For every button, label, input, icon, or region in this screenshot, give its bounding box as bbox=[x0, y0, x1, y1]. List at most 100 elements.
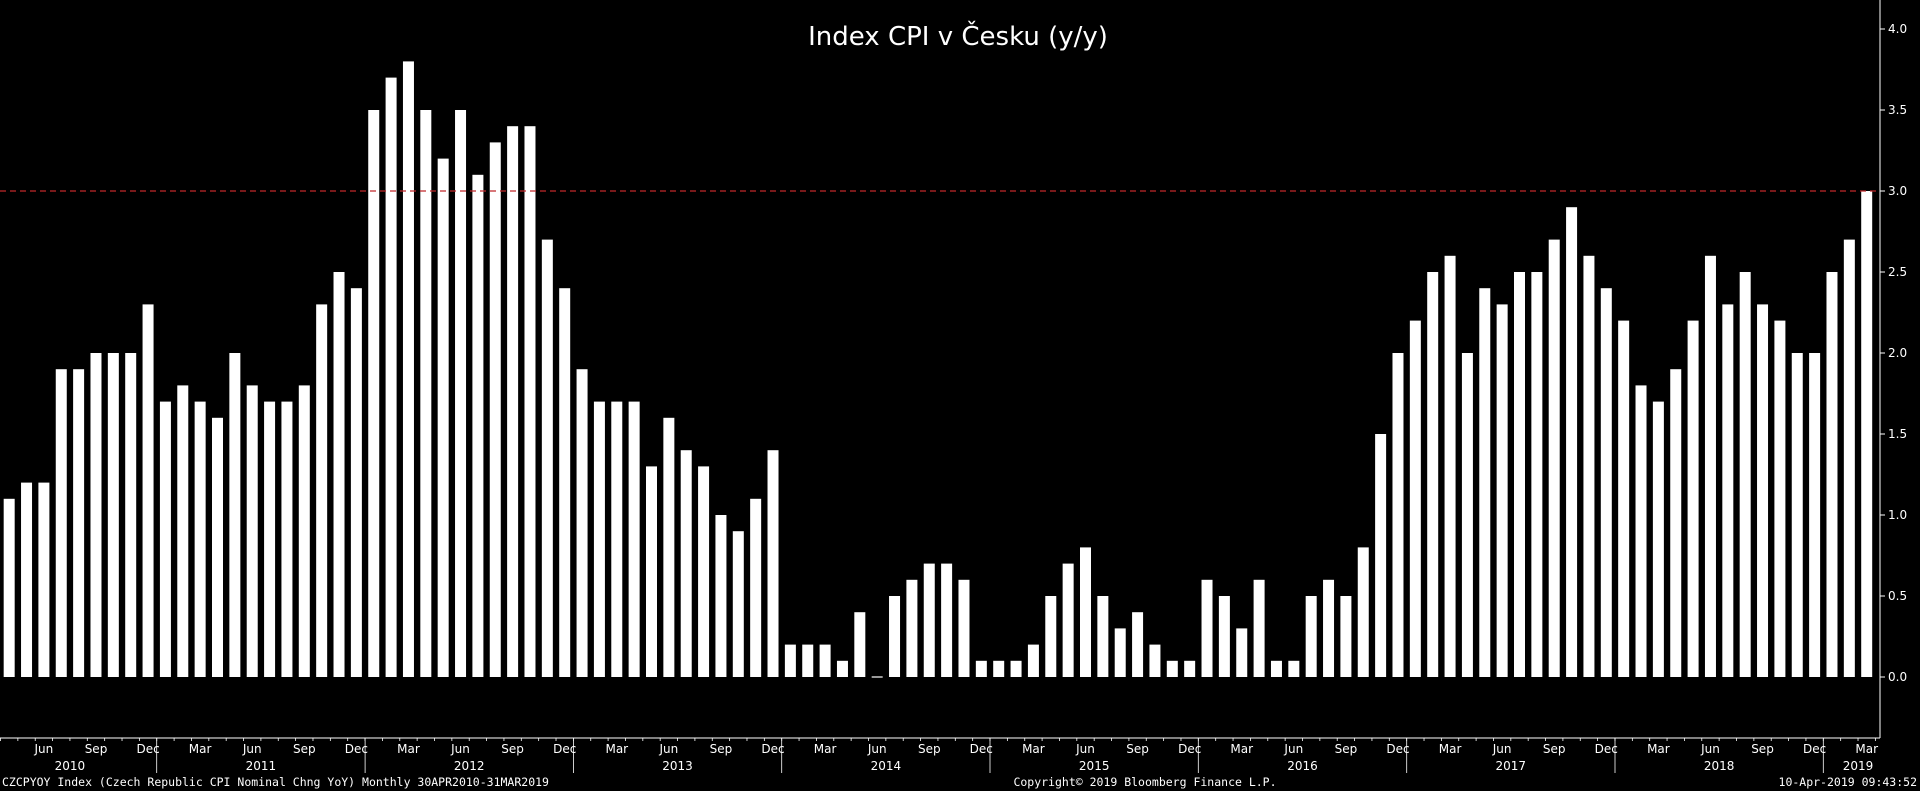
bar bbox=[1201, 579, 1213, 677]
bar bbox=[1062, 563, 1074, 677]
x-month-label: Sep bbox=[1751, 742, 1774, 756]
bar bbox=[750, 498, 762, 677]
footer-series-info: CZCPYOY Index (Czech Republic CPI Nomina… bbox=[2, 775, 549, 789]
bar bbox=[507, 126, 519, 677]
x-month-label: Mar bbox=[1022, 742, 1045, 756]
bar bbox=[159, 401, 171, 677]
bar bbox=[593, 401, 605, 677]
x-year-label: 2013 bbox=[662, 759, 693, 773]
bar bbox=[1218, 596, 1230, 677]
bar bbox=[1132, 612, 1144, 677]
bar bbox=[1045, 596, 1057, 677]
x-year-label: 2014 bbox=[871, 759, 902, 773]
x-month-label: Sep bbox=[918, 742, 941, 756]
bar bbox=[1340, 596, 1352, 677]
x-month-label: Mar bbox=[605, 742, 628, 756]
bar bbox=[1010, 660, 1022, 677]
x-month-label: Mar bbox=[1855, 742, 1878, 756]
bar bbox=[1722, 304, 1734, 677]
bar bbox=[1080, 547, 1091, 677]
bar bbox=[1288, 660, 1300, 677]
bar bbox=[350, 288, 362, 677]
bar bbox=[1514, 272, 1525, 677]
x-year-label: 2012 bbox=[454, 759, 485, 773]
x-month-label: Sep bbox=[1126, 742, 1149, 756]
bar bbox=[628, 401, 640, 677]
bar bbox=[802, 644, 814, 677]
bar bbox=[1548, 239, 1560, 677]
x-month-label: Mar bbox=[1439, 742, 1462, 756]
x-month-label: Dec bbox=[1803, 742, 1826, 756]
x-month-label: Sep bbox=[501, 742, 524, 756]
bar bbox=[420, 110, 432, 677]
x-month-label: Jun bbox=[1492, 742, 1512, 756]
bar bbox=[1305, 596, 1317, 677]
bar bbox=[1809, 353, 1821, 677]
x-month-label: Dec bbox=[761, 742, 784, 756]
bar bbox=[1097, 596, 1109, 677]
x-month-label: Dec bbox=[1595, 742, 1618, 756]
bar bbox=[1409, 320, 1421, 677]
bar bbox=[1149, 644, 1161, 677]
bar bbox=[1635, 385, 1647, 677]
x-month-label: Mar bbox=[1647, 742, 1670, 756]
bar bbox=[1461, 353, 1473, 677]
bar bbox=[923, 563, 935, 677]
bar bbox=[993, 660, 1005, 677]
bar bbox=[107, 353, 119, 677]
x-month-label: Dec bbox=[553, 742, 576, 756]
y-tick-label: 1.5 bbox=[1888, 427, 1907, 441]
x-month-label: Jun bbox=[1283, 742, 1303, 756]
bar bbox=[1027, 644, 1039, 677]
bar bbox=[1791, 353, 1803, 677]
bar bbox=[1114, 628, 1126, 677]
bar bbox=[1583, 255, 1595, 678]
x-month-label: Sep bbox=[293, 742, 316, 756]
footer-copyright: Copyright© 2019 Bloomberg Finance L.P. bbox=[1013, 775, 1276, 789]
y-tick-label: 0.0 bbox=[1888, 670, 1907, 684]
bar bbox=[663, 417, 675, 677]
bar bbox=[541, 239, 553, 677]
bar bbox=[194, 401, 206, 677]
x-year-label: 2015 bbox=[1079, 759, 1110, 773]
x-month-label: Mar bbox=[1230, 742, 1253, 756]
y-tick-label: 2.5 bbox=[1888, 265, 1907, 279]
x-year-label: 2017 bbox=[1496, 759, 1527, 773]
bar bbox=[55, 369, 67, 677]
y-axis: 4.0 3.5 3.0 2.5 2.0 1.5 1.0 0.5 0.0 bbox=[1879, 0, 1907, 738]
x-year-label: 2018 bbox=[1704, 759, 1735, 773]
bar bbox=[836, 660, 848, 677]
x-month-label: Jun bbox=[1700, 742, 1720, 756]
bar bbox=[125, 353, 137, 677]
bar bbox=[715, 515, 727, 677]
bar bbox=[958, 579, 970, 677]
bar bbox=[854, 612, 866, 677]
bar bbox=[1444, 255, 1456, 678]
bar bbox=[38, 482, 50, 677]
bar bbox=[264, 401, 276, 677]
x-month-label: Jun bbox=[242, 742, 262, 756]
bar bbox=[767, 450, 779, 677]
bar bbox=[402, 61, 414, 677]
y-tick-label: 2.0 bbox=[1888, 346, 1907, 360]
bar bbox=[732, 531, 744, 677]
bar bbox=[1826, 272, 1838, 677]
x-month-label: Sep bbox=[710, 742, 733, 756]
bar bbox=[246, 385, 258, 677]
bar bbox=[1843, 239, 1855, 677]
bar bbox=[1687, 320, 1699, 677]
x-month-label: Mar bbox=[189, 742, 212, 756]
bar bbox=[1739, 272, 1751, 677]
bar bbox=[21, 482, 33, 677]
bar bbox=[559, 288, 571, 677]
x-axis: Jun Sep Dec Mar Jun Sep Dec Mar Jun Sep Dec Mar Jun S… bbox=[0, 737, 1880, 773]
bar bbox=[385, 77, 397, 678]
bar bbox=[1600, 288, 1612, 677]
y-tick-label: 1.0 bbox=[1888, 508, 1907, 522]
bar bbox=[177, 385, 189, 677]
bar bbox=[1618, 320, 1630, 677]
bar bbox=[281, 401, 293, 677]
bar bbox=[90, 353, 102, 677]
bar bbox=[455, 110, 467, 677]
bar bbox=[1357, 547, 1369, 677]
